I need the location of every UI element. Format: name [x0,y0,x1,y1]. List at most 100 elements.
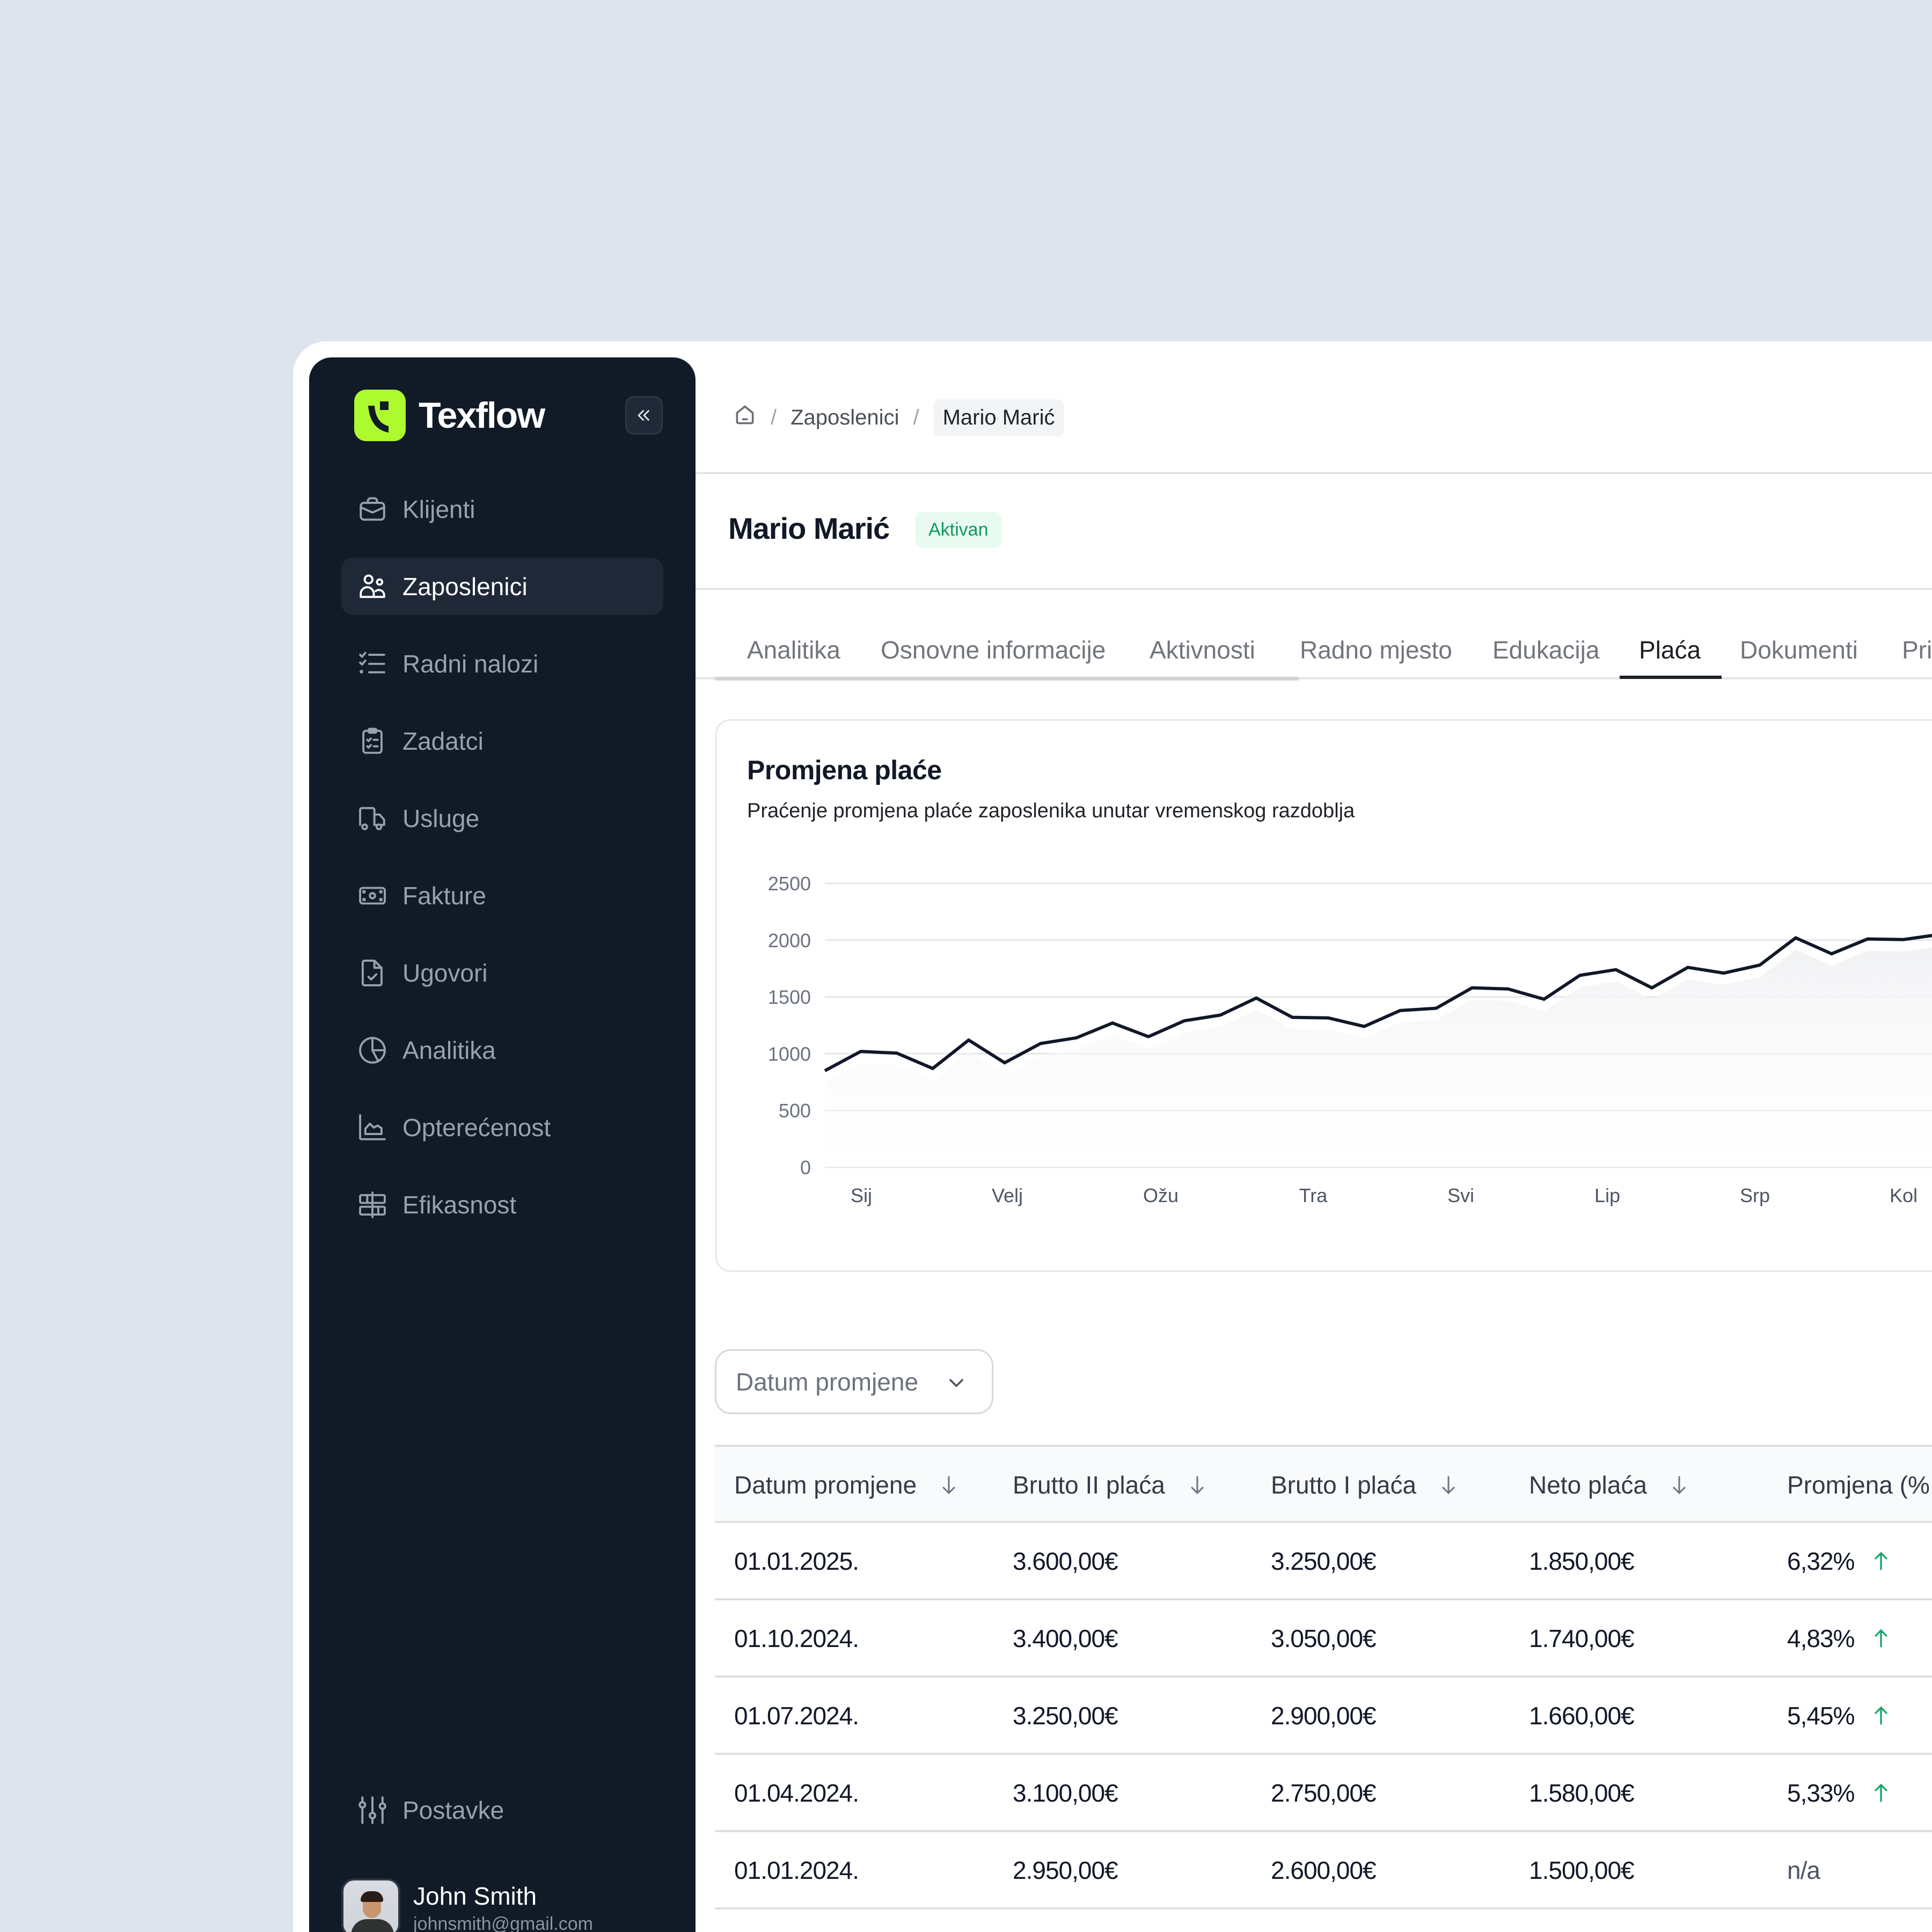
table-row[interactable]: 01.07.2024. 3.250,00€ 2.900,00€ 1.660,00… [715,1678,1932,1755]
briefcase-icon [356,493,389,525]
sidebar-item-label: Fakture [402,881,486,910]
user-name: John Smith [413,1882,537,1910]
divider [696,472,1932,474]
sidebar-item-postavke[interactable]: Postavke [341,1781,663,1839]
breadcrumb-zaposlenici[interactable]: Zaposlenici [791,405,899,429]
sidebar-item-label: Radni nalozi [402,649,539,678]
user-profile[interactable]: John Smith johnsmith@gmail.com [341,1878,663,1932]
tab-bar: Analitika Osnovne informacije Aktivnosti… [696,628,1932,682]
arrow-up-icon [1875,1706,1888,1725]
arrow-down-icon [1673,1476,1686,1495]
svg-text:500: 500 [779,1100,811,1122]
table-row[interactable]: 01.10.2024. 3.400,00€ 3.050,00€ 1.740,00… [715,1600,1932,1678]
sidebar-item-ugovori[interactable]: Ugovori [341,944,663,1001]
sidebar-item-zaposlenici[interactable]: Zaposlenici [341,558,663,615]
svg-text:1000: 1000 [768,1043,811,1065]
svg-text:Srp: Srp [1740,1184,1770,1206]
truck-icon [356,802,389,835]
texflow-logo-icon [354,390,406,441]
breadcrumb-current: Mario Marić [933,399,1065,436]
table-row[interactable]: 01.04.2024. 3.100,00€ 2.750,00€ 1.580,00… [715,1755,1932,1832]
tab-placa[interactable]: Plaća [1639,636,1701,664]
status-badge: Aktivan [916,512,1001,548]
svg-text:Lip: Lip [1594,1184,1620,1206]
users-icon [356,570,389,603]
sidebar-item-label: Postavke [402,1796,504,1824]
breadcrumb-separator: / [913,405,919,429]
page-title: Mario Marić [728,511,890,545]
column-header-promjena[interactable]: Promjena (% [1787,1471,1930,1499]
tabs-baseline [696,677,1932,679]
sidebar-item-label: Usluge [402,804,480,832]
sidebar-item-fakture[interactable]: Fakture [341,867,663,924]
user-email: johnsmith@gmail.com [413,1914,593,1932]
area-chart-icon [356,1111,389,1144]
arrow-up-icon [1875,1629,1888,1648]
arrow-up-icon [1875,1552,1888,1570]
home-icon[interactable] [733,403,757,432]
arrow-down-icon [942,1476,955,1495]
sidebar-item-opterecenost[interactable]: Opterećenost [341,1099,663,1156]
active-tab-indicator [1620,676,1722,679]
tabs-scrollbar[interactable] [715,677,1299,680]
svg-text:Svi: Svi [1447,1184,1474,1206]
column-header-brutto-ii[interactable]: Brutto II plaća [1013,1470,1208,1499]
breadcrumb-separator: / [771,405,777,429]
tab-prilozi[interactable]: Pri [1902,636,1932,664]
checklist-icon [356,648,389,680]
tab-edukacija[interactable]: Edukacija [1492,636,1600,664]
avatar [341,1878,400,1932]
svg-text:Kol: Kol [1890,1184,1918,1206]
svg-text:Ožu: Ožu [1143,1184,1179,1206]
sidebar [309,357,696,1932]
sidebar-item-label: Efikasnost [402,1190,517,1219]
svg-text:0: 0 [800,1157,811,1179]
svg-text:Sij: Sij [851,1184,872,1206]
divider [696,588,1932,590]
table-row[interactable]: 01.01.2025. 3.600,00€ 3.250,00€ 1.850,00… [715,1523,1932,1600]
sliders-icon [356,1794,389,1826]
collapse-sidebar-button[interactable] [625,396,663,435]
table-header: Datum promjene Brutto II plaća Brutto I … [715,1445,1932,1523]
sidebar-item-radni-nalozi[interactable]: Radni nalozi [341,635,663,692]
date-filter-dropdown[interactable]: Datum promjene [715,1349,993,1414]
arrow-up-icon [1875,1783,1888,1802]
column-header-neto[interactable]: Neto plaća [1529,1470,1690,1499]
column-header-brutto-i[interactable]: Brutto I plaća [1271,1470,1459,1499]
dropdown-value: Datum promjene [736,1367,919,1396]
svg-text:Velj: Velj [992,1184,1023,1206]
chevron-down-icon [949,1379,963,1387]
svg-text:1500: 1500 [768,986,811,1008]
sidebar-item-efikasnost[interactable]: Efikasnost [341,1176,663,1233]
banknote-icon [356,880,389,912]
pie-chart-icon [356,1034,389,1066]
salary-history-table: Datum promjene Brutto II plaća Brutto I … [715,1445,1932,1909]
grid-table-icon [356,1189,389,1221]
sidebar-item-usluge[interactable]: Usluge [341,789,663,847]
salary-line-chart: 0 500 1000 1500 2000 2500 Sij Velj Ožu Tra Svi Lip S… [768,873,1932,1206]
svg-text:2000: 2000 [768,930,811,952]
svg-text:Tra: Tra [1299,1184,1328,1206]
sidebar-item-klijenti[interactable]: Klijenti [341,480,663,538]
sidebar-item-analitika[interactable]: Analitika [341,1021,663,1079]
table-row[interactable]: 01.01.2024. 2.950,00€ 2.600,00€ 1.500,00… [715,1832,1932,1909]
breadcrumb: / Zaposlenici / Mario Marić [733,398,1065,437]
arrow-down-icon [1191,1476,1204,1495]
svg-text:2500: 2500 [768,873,811,895]
chart-title: Promjena plaće [747,755,942,785]
brand-name: Texflow [419,395,545,436]
sidebar-item-label: Opterećenost [402,1113,551,1141]
column-header-datum[interactable]: Datum promjene [734,1470,960,1499]
sidebar-item-zadatci[interactable]: Zadatci [341,712,663,770]
sidebar-item-label: Ugovori [402,958,488,987]
tab-aktivnosti[interactable]: Aktivnosti [1150,636,1255,664]
chevrons-left-icon [638,410,649,421]
sidebar-item-label: Zaposlenici [402,572,528,601]
tab-dokumenti[interactable]: Dokumenti [1740,636,1858,664]
arrow-down-icon [1442,1476,1455,1495]
sidebar-item-label: Klijenti [402,495,475,523]
tab-radno-mjesto[interactable]: Radno mjesto [1300,636,1452,664]
sidebar-item-label: Zadatci [402,727,484,755]
tab-analitika[interactable]: Analitika [747,636,840,664]
tab-osnovne-informacije[interactable]: Osnovne informacije [881,636,1106,664]
